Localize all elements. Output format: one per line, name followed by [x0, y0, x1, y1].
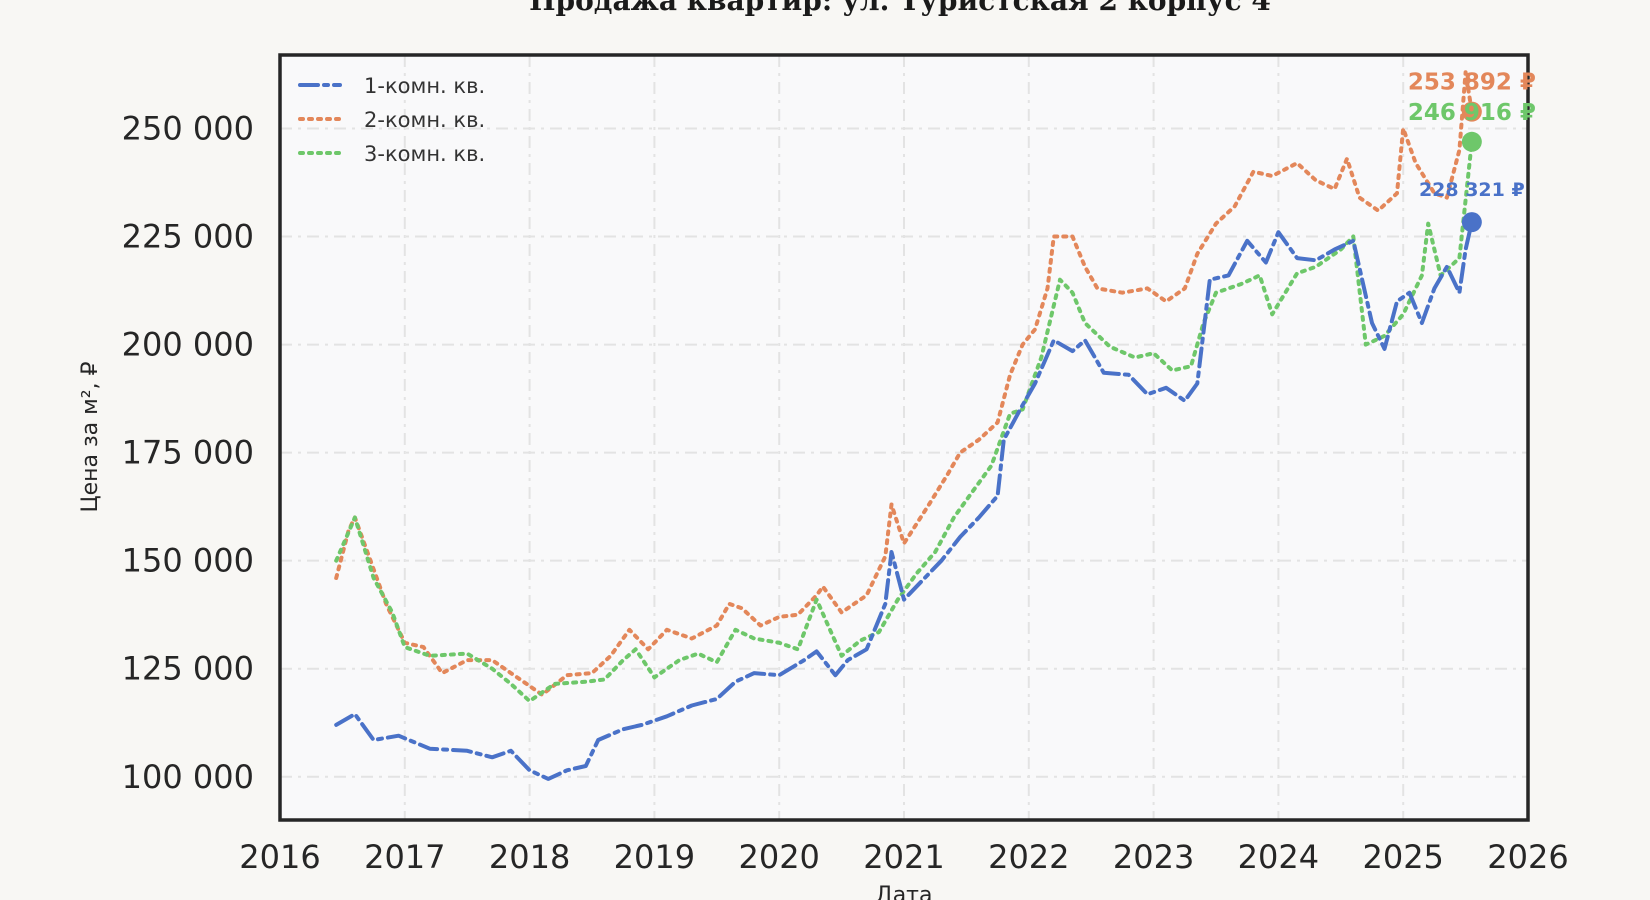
- y-tick-label: 250 000: [122, 109, 254, 147]
- x-axis-ticks: 2016 2017 2018 2019 2020 2021 2022 2023 2024 2025…: [239, 838, 1568, 876]
- end-marker-2: [1461, 101, 1482, 122]
- end-value-label-1: 228 321 ₽: [1419, 179, 1525, 201]
- legend-label-1: 1-комн. кв.: [364, 74, 485, 98]
- x-tick-label: 2023: [1113, 838, 1194, 876]
- legend: 1-комн. кв. 2-комн. кв. 3-комн. кв.: [298, 74, 485, 166]
- series-line-2: [334, 70, 1474, 697]
- x-tick-label: 2026: [1487, 838, 1568, 876]
- end-marker-1: [1461, 212, 1482, 233]
- end-value-label-2: 253 892 ₽: [1408, 70, 1536, 96]
- x-tick-label: 2021: [863, 838, 944, 876]
- series-line-1: [334, 220, 1474, 781]
- y-tick-label: 175 000: [122, 434, 254, 472]
- end-value-label-3: 246 916 ₽: [1408, 100, 1536, 126]
- end-marker-3: [1461, 131, 1482, 152]
- x-tick-label: 2020: [738, 838, 819, 876]
- y-tick-label: 150 000: [122, 542, 254, 580]
- x-tick-label: 2019: [614, 838, 695, 876]
- y-tick-label: 225 000: [122, 218, 254, 256]
- series-lines: [334, 70, 1474, 781]
- x-tick-label: 2024: [1238, 838, 1319, 876]
- x-tick-label: 2017: [364, 838, 445, 876]
- x-tick-label: 2016: [239, 838, 320, 876]
- x-axis-label: Дата: [876, 883, 933, 900]
- legend-label-3: 3-комн. кв.: [364, 142, 485, 166]
- plot-frame: [278, 53, 1530, 822]
- x-tick-label: 2025: [1362, 838, 1443, 876]
- y-tick-label: 125 000: [122, 650, 254, 688]
- y-axis-label: Цена за м², ₽: [78, 361, 103, 512]
- y-tick-label: 200 000: [122, 326, 254, 364]
- series-line-3: [334, 139, 1474, 704]
- chart-title: Продажа квартир: ул. Туристская 2 корпус…: [529, 0, 1271, 17]
- x-tick-label: 2022: [988, 838, 1069, 876]
- legend-label-2: 2-комн. кв.: [364, 108, 485, 132]
- end-markers: 228 321 ₽ 253 892 ₽ 246 916 ₽: [1408, 70, 1536, 233]
- y-axis-ticks: 100 000 125 000 150 000 175 000 200 000 225 0…: [122, 109, 254, 795]
- x-tick-label: 2018: [489, 838, 570, 876]
- y-tick-label: 100 000: [122, 758, 254, 796]
